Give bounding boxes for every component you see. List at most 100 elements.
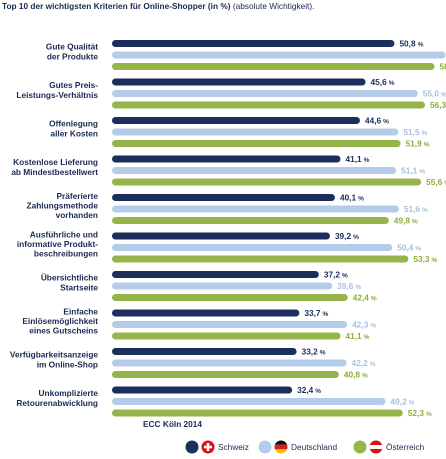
value-label: 53,3% (413, 254, 437, 264)
bar-schweiz (112, 78, 366, 86)
legend-label: Deutschland (291, 442, 338, 452)
value-label: 39,2% (335, 231, 359, 241)
bar-deutschland (112, 90, 418, 97)
chart-title-bold: Top 10 der wichtigsten Kriterien für Onl… (2, 1, 231, 11)
bar-deutschland (112, 205, 399, 213)
category-label: Einfache (63, 306, 98, 316)
source-note: ECC Köln 2014 (143, 419, 202, 429)
chart-title-note: (absolute Wichtigkeit). (232, 1, 315, 11)
bar-deutschland (112, 321, 348, 328)
bar-schweiz (112, 194, 335, 201)
bar-schweiz (112, 117, 360, 124)
category-label: im Online-Shop (37, 359, 98, 369)
value-label: 42,4% (353, 293, 377, 303)
category-group: Gutes Preis-Leistungs-Verhältnis 45,6 % 55,… (16, 77, 446, 110)
value-label: 52,3% (408, 408, 432, 418)
value-label: 32,4% (297, 385, 321, 395)
value-label: 33,7% (304, 308, 328, 318)
bar-österreich (112, 217, 389, 224)
value-label: 40,8% (344, 370, 368, 380)
value-label: 44,6% (365, 116, 389, 126)
bar-deutschland (112, 282, 333, 290)
austrian-flag-icon (369, 440, 383, 454)
bar-deutschland (112, 167, 397, 174)
bar-österreich (112, 294, 348, 301)
bar-österreich (112, 371, 339, 378)
category-label: beschreibungen (34, 249, 98, 259)
bar-schweiz (112, 155, 341, 163)
value-label: 37,2% (324, 270, 348, 280)
value-label: 41,1% (346, 154, 370, 164)
bar-österreich (112, 409, 403, 417)
bar-schweiz (112, 386, 293, 394)
legend-item: Schweiz (185, 440, 249, 454)
category-label: ab Mindestbestellwert (11, 167, 98, 177)
value-label: 51,6% (404, 204, 428, 214)
category-label: Retourenabwicklung (16, 398, 98, 408)
bar-österreich (112, 255, 409, 263)
category-label: Unkomplizierte (39, 388, 99, 398)
category-label: Ausführliche und (30, 229, 98, 239)
legend-swatch (353, 440, 367, 454)
category-label: eines Gutscheins (29, 326, 98, 336)
category-label: Einlösemöglichkeit (22, 316, 98, 326)
bar-schweiz (112, 309, 300, 317)
legend-label: Schweiz (218, 442, 249, 452)
value-label: 56,3% (430, 100, 446, 110)
legend-label: Österreich (386, 442, 425, 452)
value-label: 51,9% (406, 139, 430, 149)
value-label: 51,1% (401, 166, 425, 176)
value-label: 49,2% (391, 397, 415, 407)
value-label: 55,0% (423, 89, 446, 99)
legend-item: Deutschland (258, 440, 338, 454)
bar-österreich (112, 63, 435, 70)
legend-swatch (258, 440, 272, 454)
bar-deutschland (112, 398, 386, 405)
category-label: Gutes Preis- (49, 80, 98, 90)
bar-österreich (112, 101, 426, 109)
value-label: 40,1% (340, 193, 364, 203)
bar-deutschland (112, 128, 399, 136)
bar-schweiz (112, 348, 297, 355)
category-label: Offenlegung (49, 119, 98, 129)
bar-österreich (112, 178, 422, 186)
category-label: Präferierte (56, 191, 98, 201)
bar-schweiz (112, 232, 330, 240)
bar-schweiz (112, 271, 319, 278)
bar-deutschland (112, 51, 446, 59)
german-flag-icon (274, 440, 288, 454)
category-label: vorhanden (56, 210, 98, 220)
value-label: 50,8% (399, 39, 423, 49)
bar-schweiz (112, 40, 395, 47)
category-label: Gute Qualität (46, 42, 98, 52)
value-label: 41,1% (346, 331, 370, 341)
legend-item: Österreich (353, 440, 425, 454)
category-label: der Produkte (47, 51, 99, 61)
category-label: Startseite (60, 282, 98, 292)
value-label: 49,8% (394, 216, 418, 226)
value-label: 55,6% (426, 177, 446, 187)
value-label: 33,2% (302, 347, 326, 357)
bar-deutschland (112, 359, 347, 367)
category-label: aller Kosten (51, 128, 99, 138)
bar-österreich (112, 332, 341, 340)
category-label: Verfügbarkeitsanzeige (10, 350, 98, 360)
category-label: informative Produkt- (17, 239, 98, 249)
legend: Schweiz Deutschland Österreich (185, 440, 425, 454)
value-label: 42,3% (352, 320, 376, 330)
category-label: Leistungs-Verhältnis (16, 90, 98, 100)
chart-title: Top 10 der wichtigsten Kriterien für Onl… (2, 1, 314, 11)
bar-deutschland (112, 244, 393, 251)
category-label: Kostenlose Lieferung (13, 157, 98, 167)
category-label: Zahlungsmethode (27, 201, 99, 211)
value-label: 42,2% (352, 358, 376, 368)
